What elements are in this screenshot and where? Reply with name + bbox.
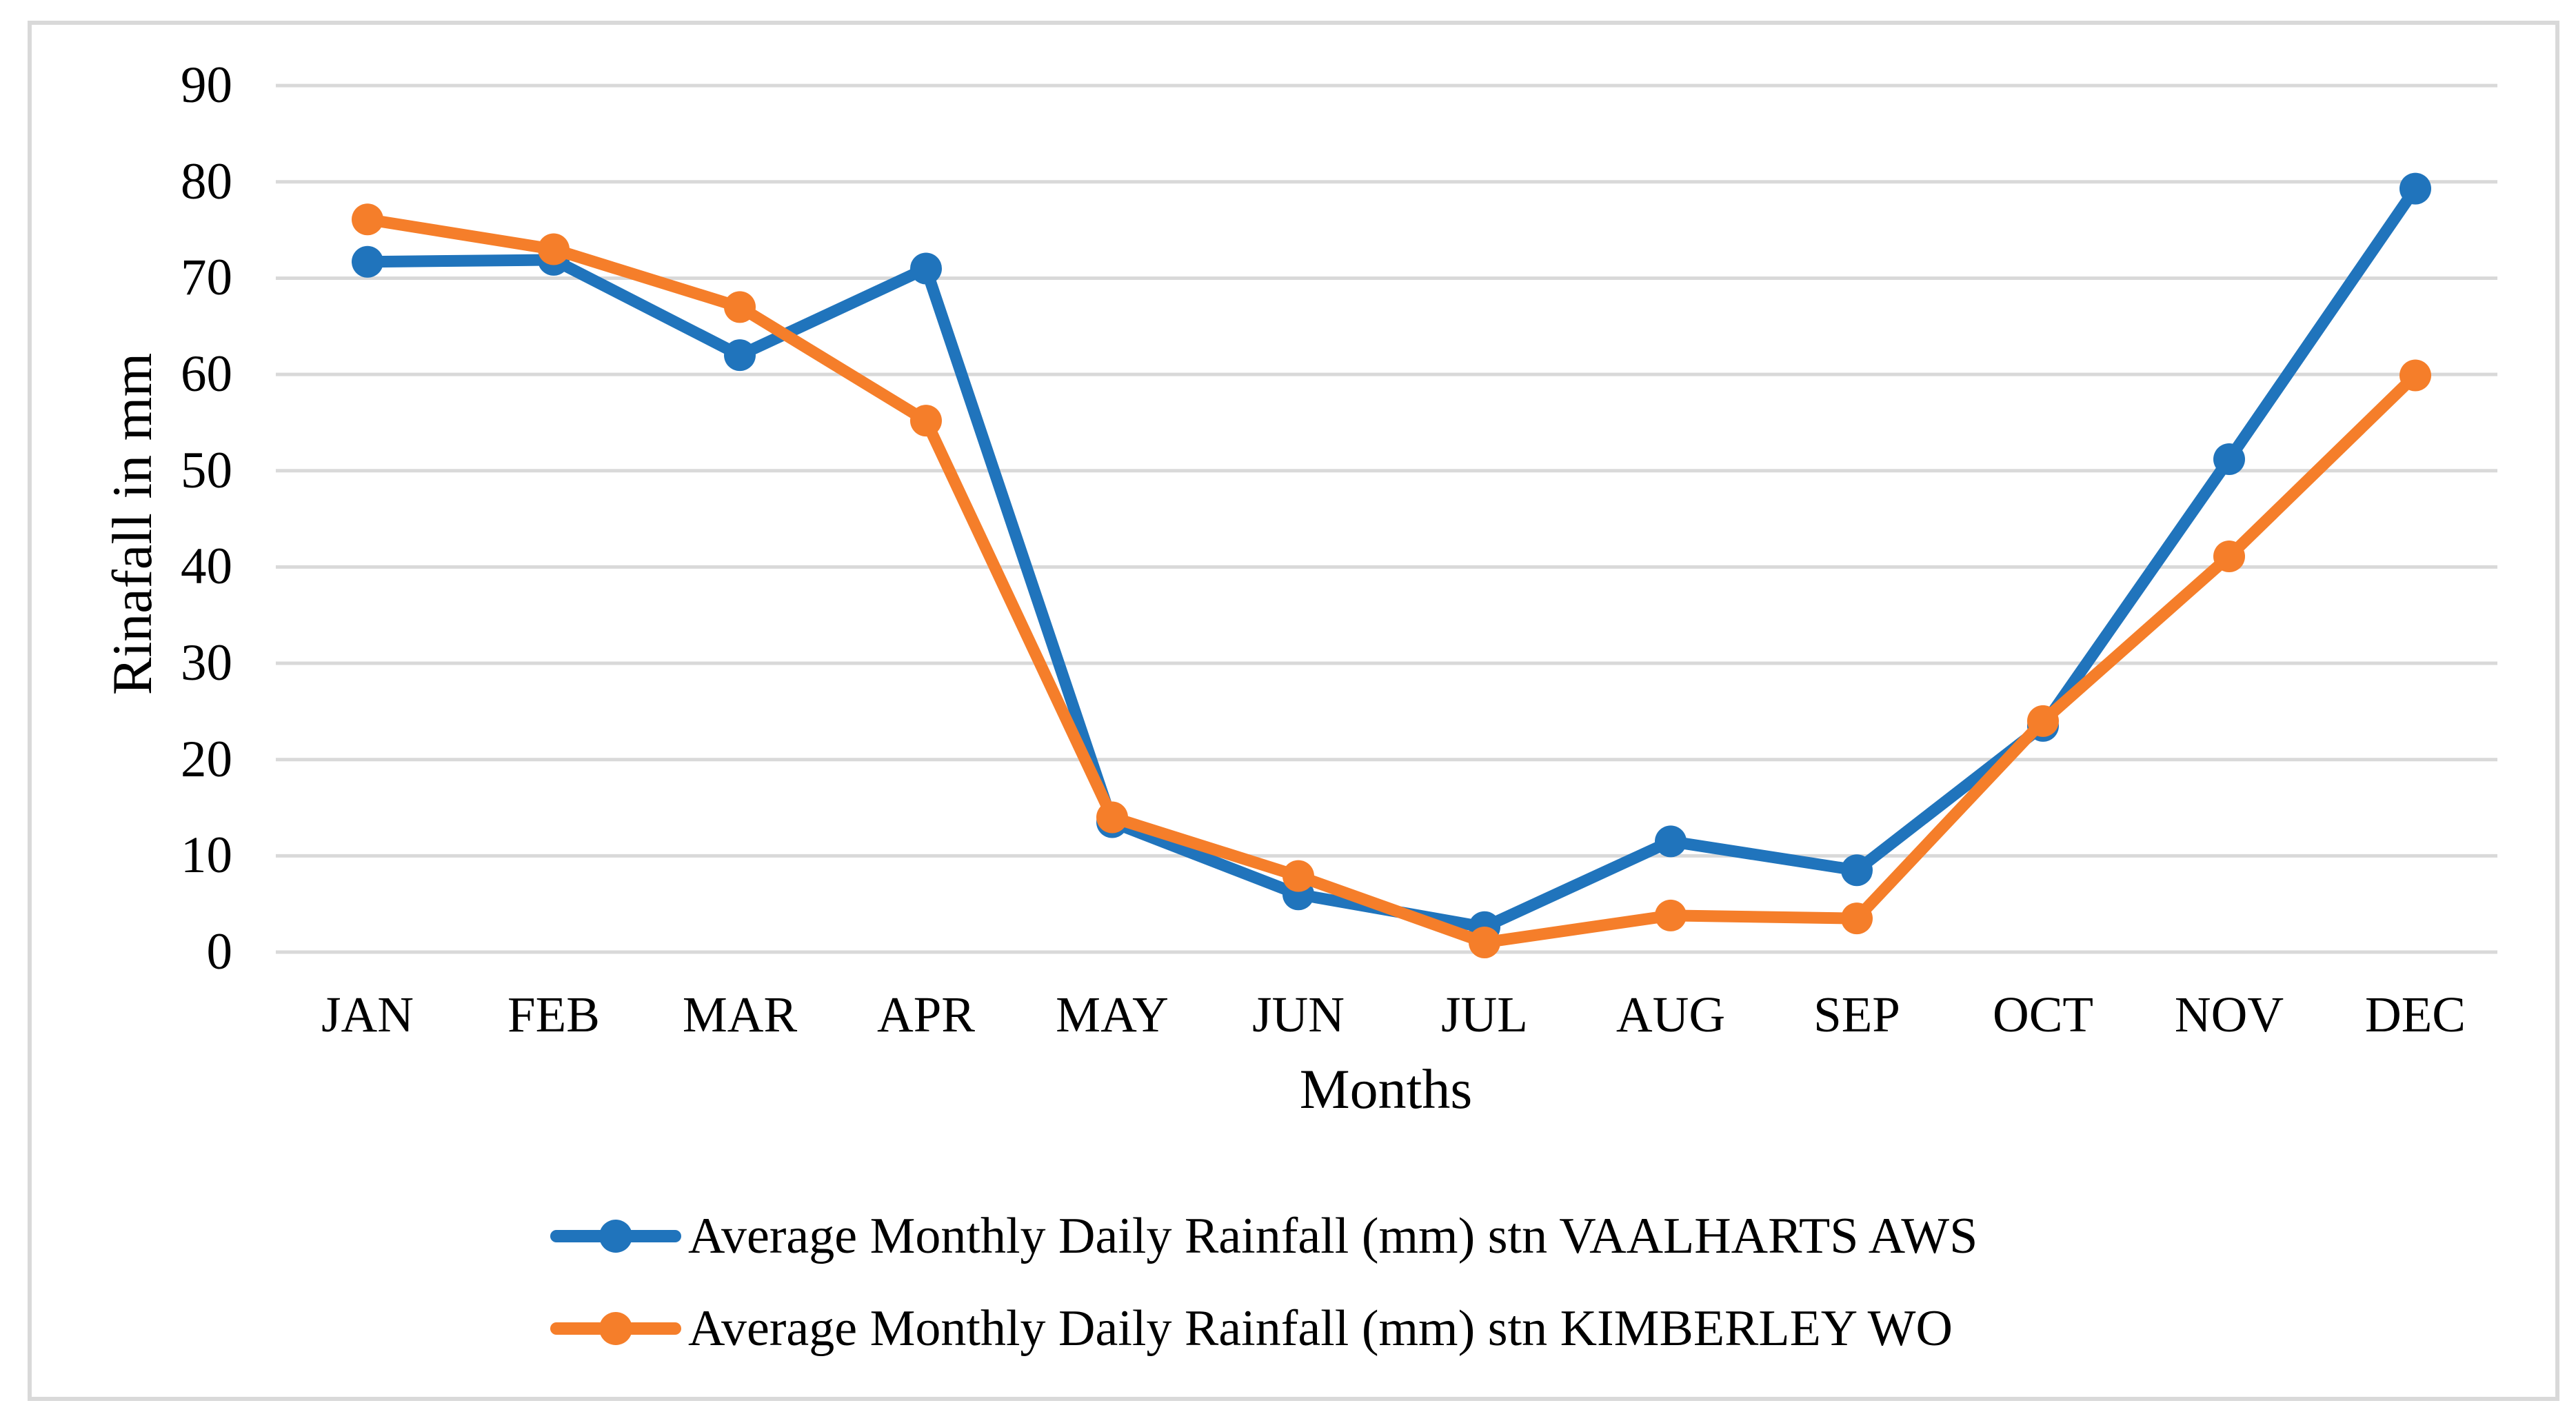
data-point-marker: [2027, 705, 2059, 737]
y-tick-label-90: 90: [181, 57, 232, 114]
y-tick-label-40: 40: [181, 538, 232, 596]
y-tick-label-60: 60: [181, 345, 232, 403]
legend-line-marker-icon: [550, 1312, 681, 1345]
x-tick-label-jun: JUN: [1252, 987, 1345, 1042]
x-tick-label-jul: JUL: [1441, 987, 1528, 1042]
data-point-marker: [1655, 899, 1687, 931]
x-tick-label-nov: NOV: [2174, 987, 2284, 1042]
y-tick-label-80: 80: [181, 152, 232, 210]
x-tick-label-jan: JAN: [321, 987, 414, 1042]
data-point-marker: [1655, 825, 1687, 858]
legend-label: Average Monthly Daily Rainfall (mm) stn …: [688, 1208, 1978, 1264]
x-tick-label-sep: SEP: [1813, 987, 1900, 1042]
data-point-marker: [538, 233, 570, 265]
data-point-marker: [352, 203, 383, 236]
y-axis-title: Rinafall in mm: [101, 352, 163, 696]
legend: Average Monthly Daily Rainfall (mm) stn …: [550, 1190, 1978, 1375]
data-point-marker: [2213, 541, 2245, 573]
data-point-marker: [724, 291, 756, 323]
y-tick-label-70: 70: [181, 249, 232, 307]
x-tick-label-dec: DEC: [2365, 987, 2466, 1042]
x-tick-label-aug: AUG: [1616, 987, 1726, 1042]
series-line-1: [361, 213, 2422, 949]
data-point-marker: [352, 245, 383, 278]
data-point-marker: [2399, 172, 2431, 205]
x-tick-label-may: MAY: [1056, 987, 1169, 1042]
data-point-marker: [724, 339, 756, 372]
data-point-marker: [1469, 927, 1500, 959]
legend-line-marker-icon: [550, 1220, 681, 1253]
data-point-marker: [910, 405, 942, 437]
x-tick-label-oct: OCT: [1993, 987, 2093, 1042]
data-point-marker: [1841, 902, 1873, 935]
data-point-marker: [2399, 359, 2431, 392]
data-point-marker: [1096, 801, 1128, 834]
x-axis-title: Months: [1299, 1058, 1473, 1120]
x-tick-label-feb: FEB: [507, 987, 600, 1042]
legend-item-1: Average Monthly Daily Rainfall (mm) stn …: [550, 1282, 1978, 1375]
y-tick-label-30: 30: [181, 634, 232, 692]
series-line-0: [361, 183, 2422, 933]
y-tick-label-0: 0: [206, 923, 233, 980]
legend-item-0: Average Monthly Daily Rainfall (mm) stn …: [550, 1190, 1978, 1282]
data-point-marker: [910, 252, 942, 285]
y-tick-label-20: 20: [181, 730, 232, 788]
legend-label: Average Monthly Daily Rainfall (mm) stn …: [688, 1300, 1953, 1357]
chart-border-frame: [28, 21, 2559, 1401]
data-point-marker: [1841, 854, 1873, 887]
y-tick-label-10: 10: [181, 827, 232, 885]
data-point-marker: [1282, 860, 1314, 892]
x-tick-label-apr: APR: [876, 987, 975, 1042]
x-tick-label-mar: MAR: [682, 987, 798, 1042]
data-point-marker: [2213, 443, 2245, 475]
y-tick-label-50: 50: [181, 441, 232, 499]
